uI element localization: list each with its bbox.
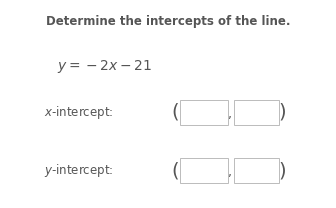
Text: (: ( bbox=[171, 161, 178, 180]
FancyBboxPatch shape bbox=[180, 158, 228, 183]
FancyBboxPatch shape bbox=[180, 100, 228, 125]
Text: ,: , bbox=[228, 166, 232, 179]
Text: $x$-intercept:: $x$-intercept: bbox=[44, 104, 113, 121]
Text: ): ) bbox=[279, 161, 286, 180]
FancyBboxPatch shape bbox=[234, 158, 279, 183]
Text: ): ) bbox=[279, 103, 286, 122]
Text: ,: , bbox=[228, 108, 232, 121]
Text: $y$-intercept:: $y$-intercept: bbox=[44, 162, 113, 179]
Text: $y = -2x - 21$: $y = -2x - 21$ bbox=[57, 58, 152, 75]
FancyBboxPatch shape bbox=[234, 100, 279, 125]
Text: Determine the intercepts of the line.: Determine the intercepts of the line. bbox=[46, 15, 290, 27]
Text: (: ( bbox=[171, 103, 178, 122]
